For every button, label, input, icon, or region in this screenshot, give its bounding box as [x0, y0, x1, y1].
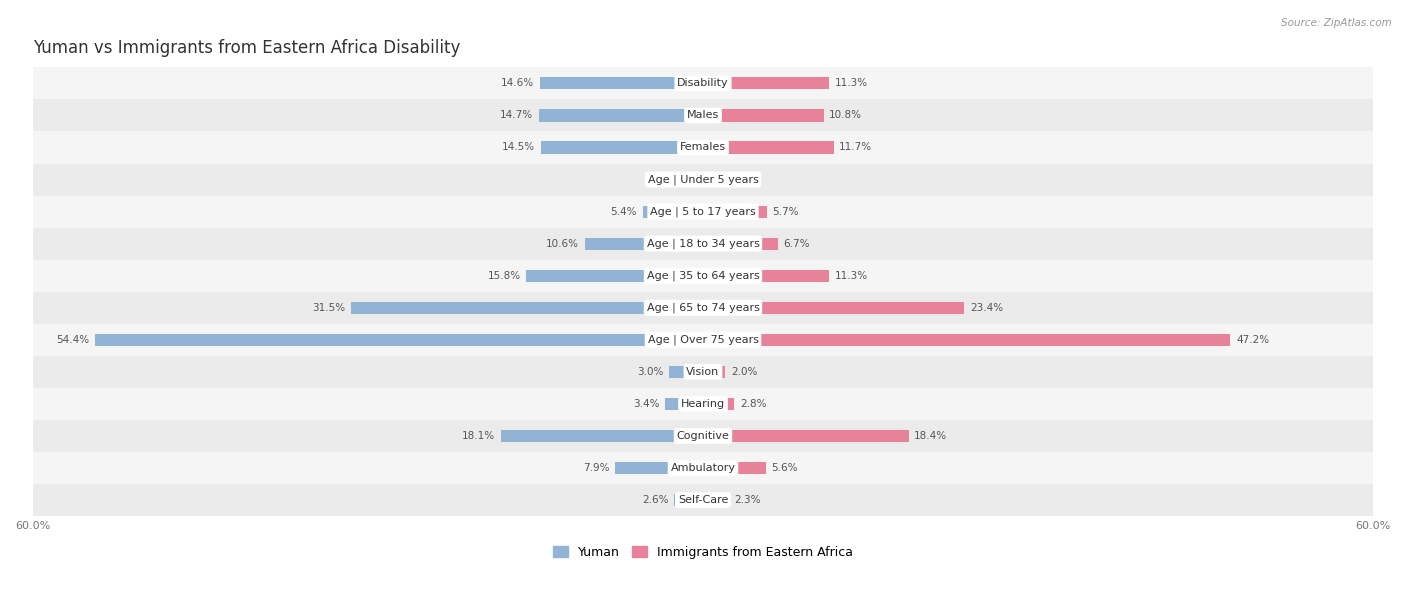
Bar [501, 430, 703, 442]
Text: Males: Males [688, 110, 718, 121]
Bar [703, 77, 830, 89]
Text: 5.7%: 5.7% [772, 207, 799, 217]
Bar [703, 366, 725, 378]
Bar [32, 259, 1374, 292]
Text: Cognitive: Cognitive [676, 431, 730, 441]
Bar [703, 141, 834, 154]
Text: 54.4%: 54.4% [56, 335, 90, 345]
Bar [32, 67, 1374, 99]
Text: 3.0%: 3.0% [637, 367, 664, 377]
Bar [32, 292, 1374, 324]
Text: 11.3%: 11.3% [835, 271, 868, 281]
Bar [526, 270, 703, 282]
Text: Hearing: Hearing [681, 399, 725, 409]
Text: 2.3%: 2.3% [734, 495, 761, 505]
Bar [538, 110, 703, 122]
Bar [32, 324, 1374, 356]
Text: 2.0%: 2.0% [731, 367, 758, 377]
Bar [673, 494, 703, 506]
Text: 15.8%: 15.8% [488, 271, 520, 281]
Text: 2.8%: 2.8% [740, 399, 766, 409]
Bar [541, 141, 703, 154]
Bar [703, 430, 908, 442]
Text: 14.7%: 14.7% [501, 110, 533, 121]
Bar [703, 237, 778, 250]
Text: 18.1%: 18.1% [463, 431, 495, 441]
Bar [703, 110, 824, 122]
Bar [703, 398, 734, 410]
Text: 5.4%: 5.4% [610, 207, 637, 217]
Text: Age | Over 75 years: Age | Over 75 years [648, 335, 758, 345]
Text: Self-Care: Self-Care [678, 495, 728, 505]
Text: 10.8%: 10.8% [830, 110, 862, 121]
Bar [703, 494, 728, 506]
Bar [643, 206, 703, 218]
Legend: Yuman, Immigrants from Eastern Africa: Yuman, Immigrants from Eastern Africa [548, 540, 858, 564]
Text: 6.7%: 6.7% [783, 239, 810, 248]
Text: 1.2%: 1.2% [720, 174, 747, 185]
Bar [665, 398, 703, 410]
Bar [32, 356, 1374, 388]
Text: Age | 65 to 74 years: Age | 65 to 74 years [647, 302, 759, 313]
Bar [703, 173, 717, 185]
Bar [32, 99, 1374, 132]
Text: 14.5%: 14.5% [502, 143, 536, 152]
Text: 7.9%: 7.9% [582, 463, 609, 473]
Bar [703, 270, 830, 282]
Text: 14.6%: 14.6% [501, 78, 534, 88]
Bar [703, 302, 965, 314]
Text: Yuman vs Immigrants from Eastern Africa Disability: Yuman vs Immigrants from Eastern Africa … [32, 40, 460, 58]
Text: 3.4%: 3.4% [633, 399, 659, 409]
Bar [32, 388, 1374, 420]
Text: 11.3%: 11.3% [835, 78, 868, 88]
Text: 31.5%: 31.5% [312, 303, 346, 313]
Bar [614, 462, 703, 474]
Text: 23.4%: 23.4% [970, 303, 1002, 313]
Bar [32, 452, 1374, 484]
Text: Age | 18 to 34 years: Age | 18 to 34 years [647, 239, 759, 249]
Bar [32, 420, 1374, 452]
Bar [703, 334, 1230, 346]
Text: Age | 5 to 17 years: Age | 5 to 17 years [650, 206, 756, 217]
Text: 5.6%: 5.6% [770, 463, 797, 473]
Bar [32, 132, 1374, 163]
Text: Vision: Vision [686, 367, 720, 377]
Bar [32, 484, 1374, 516]
Text: Females: Females [681, 143, 725, 152]
Text: Age | Under 5 years: Age | Under 5 years [648, 174, 758, 185]
Bar [32, 163, 1374, 196]
Text: 18.4%: 18.4% [914, 431, 948, 441]
Bar [692, 173, 703, 185]
Text: Age | 35 to 64 years: Age | 35 to 64 years [647, 271, 759, 281]
Text: 0.95%: 0.95% [657, 174, 689, 185]
Bar [703, 206, 766, 218]
Bar [352, 302, 703, 314]
Text: 10.6%: 10.6% [546, 239, 579, 248]
Text: Source: ZipAtlas.com: Source: ZipAtlas.com [1281, 18, 1392, 28]
Text: Disability: Disability [678, 78, 728, 88]
Bar [669, 366, 703, 378]
Bar [703, 462, 766, 474]
Bar [540, 77, 703, 89]
Text: 47.2%: 47.2% [1236, 335, 1270, 345]
Bar [32, 228, 1374, 259]
Text: Ambulatory: Ambulatory [671, 463, 735, 473]
Text: 2.6%: 2.6% [643, 495, 668, 505]
Bar [96, 334, 703, 346]
Bar [32, 196, 1374, 228]
Text: 11.7%: 11.7% [839, 143, 873, 152]
Bar [585, 237, 703, 250]
